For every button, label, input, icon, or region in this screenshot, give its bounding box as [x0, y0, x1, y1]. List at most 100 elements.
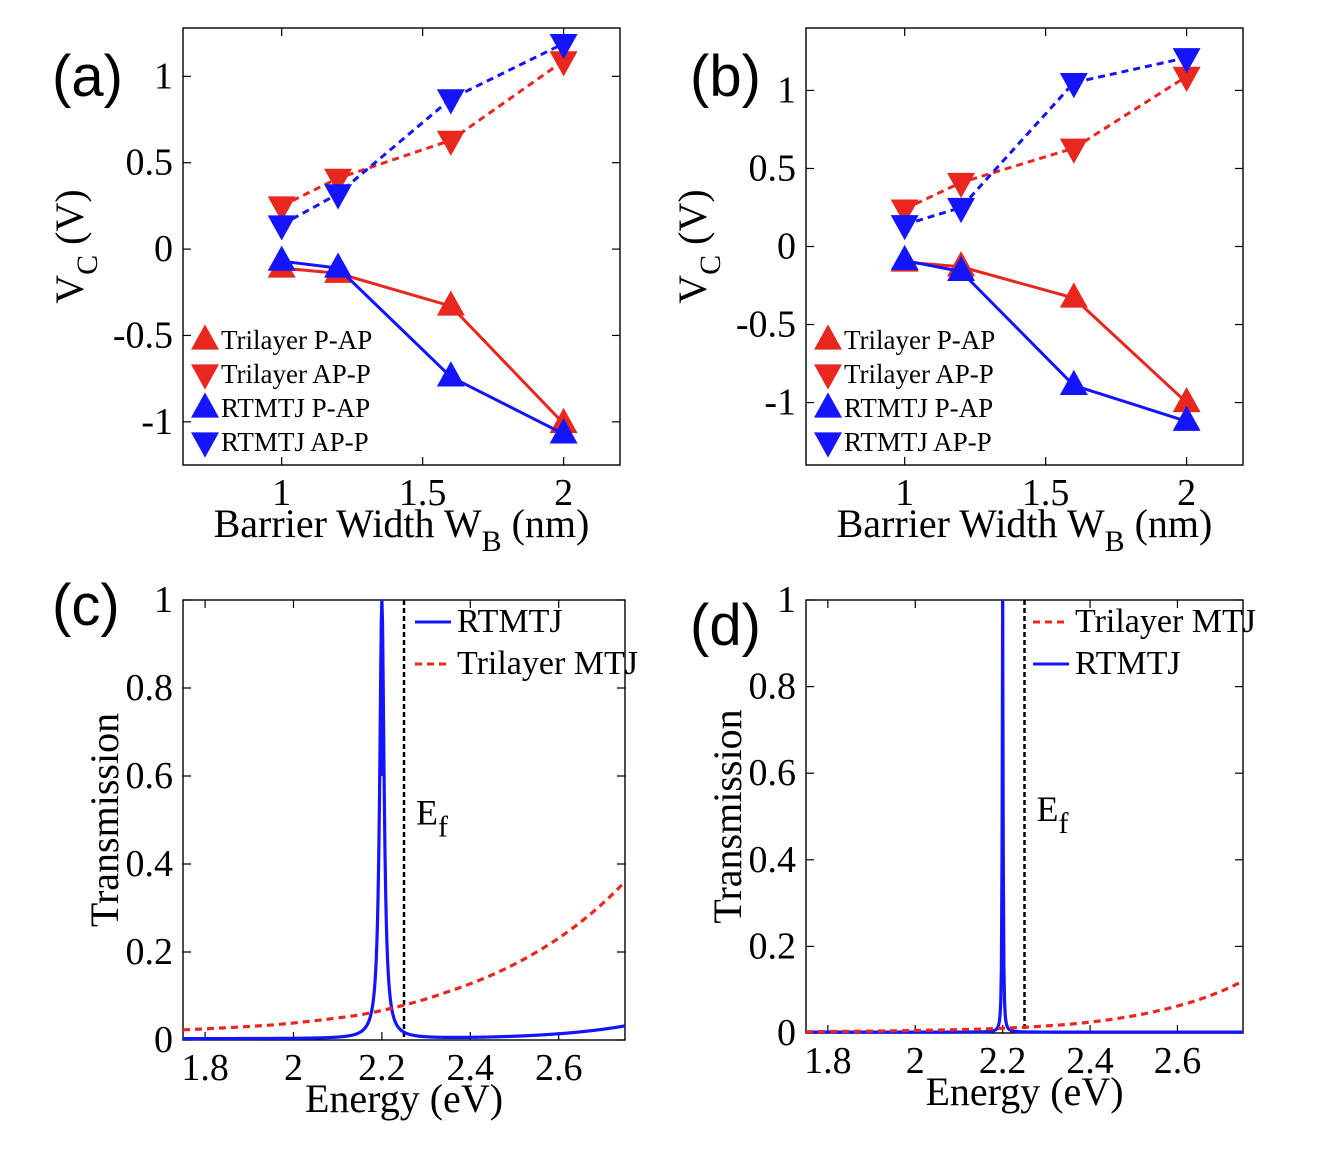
fermi-label-main: E — [416, 792, 438, 832]
data-point — [1172, 386, 1201, 413]
y-tick-label: 1 — [154, 55, 173, 97]
y-tick-label: 1 — [154, 579, 173, 621]
series-rtmtj-p-ap — [267, 245, 578, 444]
legend-marker — [191, 324, 219, 350]
x-tick-label: 2 — [554, 472, 573, 514]
panel-c: (c) 1.8 2 2.2 2.4 2.6 1 0.8 0.6 0.4 0.2 0 Energy (eV… — [52, 573, 638, 1121]
legend-label: Trilayer MTJ — [1075, 603, 1256, 640]
legend-label: Trilayer AP-P — [844, 359, 994, 389]
panel-a: (a) 1 1.5 2 1 0.5 0 -0.5 -1 Barrier Width WB (nm)… — [47, 27, 621, 558]
data-point — [436, 130, 465, 156]
legend-label: RTMTJ AP-P — [221, 427, 369, 457]
legend-marker — [191, 364, 219, 390]
x-axis-label-main: Barrier Width W — [837, 501, 1105, 546]
legend-label: RTMTJ P-AP — [844, 393, 993, 423]
data-point — [947, 255, 976, 282]
x-axis-label-unit: (nm) — [1125, 501, 1213, 546]
legend-label: RTMTJ P-AP — [221, 393, 370, 423]
data-point — [436, 290, 465, 316]
plot-frame — [182, 27, 621, 466]
series-rtmtj-ap-p — [267, 33, 578, 241]
data-point — [267, 215, 296, 241]
panel-label: (c) — [52, 573, 120, 638]
y-tick-label: 0.4 — [749, 839, 797, 881]
x-tick-label: 1 — [272, 472, 291, 514]
x-axis-label-sub: B — [1105, 525, 1125, 558]
data-point — [1059, 282, 1088, 308]
y-tick-label: 0.8 — [749, 666, 797, 708]
data-point — [436, 89, 465, 115]
y-tick-label: 0.6 — [126, 755, 174, 797]
y-tick-label: 0 — [154, 228, 173, 270]
y-tick-label: -0.5 — [113, 314, 173, 356]
data-point — [890, 199, 919, 225]
y-tick-label: 0 — [777, 1012, 796, 1054]
series-rtmtj-p-ap — [890, 244, 1201, 431]
data-point — [1172, 66, 1201, 93]
data-point — [267, 196, 296, 222]
legend-marker — [814, 324, 842, 350]
data-point — [267, 245, 296, 271]
fermi-level-label: Ef — [1037, 789, 1069, 840]
legend-marker — [814, 392, 842, 418]
y-axis-label-main: V — [47, 275, 92, 304]
fermi-label-main: E — [1037, 789, 1059, 829]
legend-marker — [191, 432, 219, 458]
x-tick-label: 2 — [1177, 472, 1196, 514]
y-tick-label: 1 — [777, 579, 796, 621]
y-axis-label-sub: C — [71, 255, 104, 275]
x-tick-label: 2.4 — [1066, 1040, 1114, 1082]
data-point — [549, 418, 578, 444]
data-point — [1059, 138, 1088, 164]
series-trilayer-ap-p — [267, 51, 578, 222]
y-axis-label: VC (V) — [47, 189, 104, 303]
x-tick-label: 2 — [284, 1047, 303, 1089]
series-line — [280, 42, 565, 227]
x-tick-label: 2.4 — [447, 1047, 495, 1089]
series-trilayer-mtj — [806, 979, 1244, 1034]
x-tick-label: 2.6 — [1154, 1040, 1202, 1082]
x-axis-label-main: Barrier Width W — [214, 501, 482, 546]
x-tick-label: 2.6 — [535, 1047, 583, 1089]
data-point — [890, 244, 919, 271]
data-point — [324, 184, 353, 210]
data-point — [549, 51, 578, 77]
y-tick-label: 0.2 — [126, 931, 174, 973]
x-tick-label: 1.5 — [399, 472, 447, 514]
legend-marker — [814, 364, 842, 390]
y-tick-label: 0 — [154, 1019, 173, 1061]
series-line — [281, 266, 565, 425]
x-tick-label: 1 — [895, 472, 914, 514]
legend-label: Trilayer AP-P — [221, 359, 371, 389]
y-axis-label: VC (V) — [670, 189, 727, 303]
data-point — [1172, 48, 1201, 74]
x-tick-label: 1.8 — [804, 1040, 852, 1082]
panel-label: (b) — [690, 44, 761, 109]
y-axis-label-sub: C — [694, 255, 727, 275]
y-tick-label: 0.4 — [126, 843, 174, 885]
x-tick-label: 2.2 — [358, 1047, 406, 1089]
fermi-label-sub: f — [438, 810, 448, 843]
x-axis-label: Barrier Width WB (nm) — [837, 501, 1213, 558]
y-tick-label: 1 — [777, 69, 796, 111]
y-axis-label-main: V — [670, 275, 715, 304]
y-axis-label-unit: (V) — [47, 189, 92, 255]
x-axis-label: Barrier Width WB (nm) — [214, 501, 590, 558]
fermi-label-sub: f — [1059, 807, 1069, 840]
x-tick-label: 1.8 — [181, 1047, 229, 1089]
x-axis-label-unit: (nm) — [502, 501, 590, 546]
y-tick-label: 0.5 — [126, 142, 174, 184]
panel-b: (b) 1 1.5 2 1 0.5 0 -0.5 -1 Barrier Width WB (nm)… — [670, 27, 1244, 558]
legend-marker — [814, 432, 842, 458]
legend-label: RTMTJ AP-P — [844, 427, 992, 457]
y-tick-label: 0.5 — [749, 147, 797, 189]
y-tick-label: -0.5 — [736, 304, 796, 346]
legend-label: Trilayer P-AP — [844, 325, 995, 355]
data-point — [947, 172, 976, 199]
legend-label: RTMTJ — [1075, 645, 1181, 682]
y-tick-label: 0 — [777, 226, 796, 268]
data-point — [1059, 73, 1088, 99]
y-axis-label-unit: (V) — [670, 189, 715, 255]
legend-label: Trilayer MTJ — [457, 645, 638, 682]
series-line — [904, 56, 1187, 227]
